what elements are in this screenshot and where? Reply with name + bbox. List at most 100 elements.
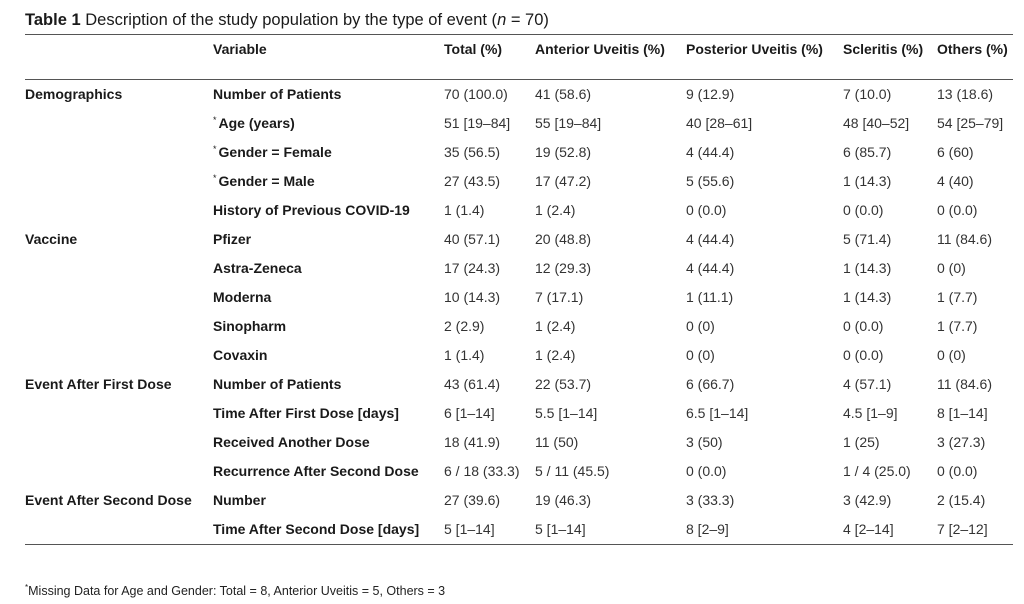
table-number: Table 1: [25, 11, 81, 29]
variable-label: Covaxin: [213, 347, 268, 363]
value-cell: 4 (44.4): [686, 231, 735, 247]
value-cell: 11 (84.6): [937, 376, 992, 392]
column-header-2: Total (%): [444, 41, 503, 57]
variable-cell: Moderna: [213, 283, 444, 312]
footnote-mark: *: [25, 583, 29, 592]
column-header-6: Others (%): [937, 41, 1008, 57]
variable-label: Gender = Female: [218, 144, 332, 160]
value-cell: 7 (17.1): [535, 289, 584, 305]
value-cell: 7 (10.0): [843, 86, 892, 102]
column-header-5: Scleritis (%): [843, 41, 924, 57]
table-row: Moderna 10 (14.3) 7 (17.1) 1 (11.1) 1 (14.3)…: [25, 283, 1013, 312]
value-cell: 8 [1–14]: [937, 405, 988, 421]
row-group-label: Event After First Dose: [25, 376, 172, 392]
value-cell: 70 (100.0): [444, 86, 508, 102]
variable-cell: Sinopharm: [213, 312, 444, 341]
value-cell: 0 (0): [686, 347, 715, 363]
value-cell: 0 (0.0): [843, 202, 884, 218]
variable-cell: * Age (years): [213, 109, 444, 138]
table-caption: Table 1 Description of the study populat…: [25, 10, 549, 30]
variable-cell: Time After Second Dose [days]: [213, 515, 444, 545]
value-cell: 1 / 4 (25.0): [843, 463, 911, 479]
table-container: Variable Total (%) Anterior Uveitis (%) Pos…: [25, 34, 1013, 545]
value-cell: 18 (41.9): [444, 434, 501, 450]
table-body: Demographics Number of Patients 70 (100.0)…: [25, 80, 1013, 545]
variable-label: Gender = Male: [218, 173, 315, 189]
value-cell: 55 [19–84]: [535, 115, 602, 131]
value-cell: 8 [2–9]: [686, 521, 729, 537]
value-cell: 0 (0.0): [937, 463, 978, 479]
value-cell: 5 [1–14]: [535, 521, 586, 537]
value-cell: 17 (24.3): [444, 260, 501, 276]
value-cell: 48 [40–52]: [843, 115, 910, 131]
variable-label: Astra-Zeneca: [213, 260, 302, 276]
table-header: Variable Total (%) Anterior Uveitis (%) Pos…: [25, 34, 1013, 80]
column-header-0: [25, 35, 213, 80]
table-row: * Age (years) 51 [19–84] 55 [19–84] 40 [28–6…: [25, 109, 1013, 138]
value-cell: 4 (44.4): [686, 260, 735, 276]
value-cell: 7 [2–12]: [937, 521, 988, 537]
value-cell: 0 (0): [686, 318, 715, 334]
value-cell: 51 [19–84]: [444, 115, 511, 131]
variable-label: Sinopharm: [213, 318, 287, 334]
value-cell: 1 (14.3): [843, 289, 892, 305]
row-group-label: Event After Second Dose: [25, 492, 192, 508]
value-cell: 40 [28–61]: [686, 115, 753, 131]
value-cell: 6 (85.7): [843, 144, 892, 160]
value-cell: 9 (12.9): [686, 86, 735, 102]
row-group-label: Demographics: [25, 86, 123, 102]
value-cell: 2 (2.9): [444, 318, 485, 334]
value-cell: 5 (55.6): [686, 173, 735, 189]
value-cell: 1 (14.3): [843, 173, 892, 189]
variable-label: Received Another Dose: [213, 434, 370, 450]
value-cell: 41 (58.6): [535, 86, 592, 102]
value-cell: 1 (11.1): [686, 289, 734, 305]
table-row: Received Another Dose 18 (41.9) 11 (50) 3 (…: [25, 428, 1013, 457]
value-cell: 0 (0.0): [843, 347, 884, 363]
value-cell: 0 (0.0): [843, 318, 884, 334]
value-cell: 0 (0.0): [686, 202, 727, 218]
caption-n-value: = 70): [506, 11, 549, 29]
variable-label: Number of Patients: [213, 86, 342, 102]
table-row: Vaccine Pfizer 40 (57.1) 20 (48.8) 4 (44.4) 5…: [25, 225, 1013, 254]
value-cell: 12 (29.3): [535, 260, 592, 276]
variable-label: Age (years): [218, 115, 295, 131]
table-footnote: *Missing Data for Age and Gender: Total …: [25, 580, 445, 599]
value-cell: 19 (46.3): [535, 492, 592, 508]
value-cell: 2 (15.4): [937, 492, 986, 508]
variable-cell: History of Previous COVID-19: [213, 196, 444, 225]
value-cell: 43 (61.4): [444, 376, 501, 392]
value-cell: 40 (57.1): [444, 231, 501, 247]
value-cell: 1 (7.7): [937, 318, 978, 334]
population-table: Variable Total (%) Anterior Uveitis (%) Pos…: [25, 34, 1013, 545]
variable-label: Number of Patients: [213, 376, 342, 392]
value-cell: 27 (39.6): [444, 492, 501, 508]
variable-cell: Pfizer: [213, 225, 444, 254]
value-cell: 17 (47.2): [535, 173, 592, 189]
value-cell: 1 (7.7): [937, 289, 978, 305]
variable-label: Number: [213, 492, 266, 508]
footnote-text: Missing Data for Age and Gender: Total =…: [28, 584, 446, 599]
variable-label: Recurrence After Second Dose: [213, 463, 419, 479]
variable-cell: Covaxin: [213, 341, 444, 370]
value-cell: 0 (0.0): [937, 202, 978, 218]
variable-label: Time After Second Dose [days]: [213, 521, 420, 537]
header-row: Variable Total (%) Anterior Uveitis (%) Pos…: [25, 34, 1013, 80]
value-cell: 0 (0): [937, 347, 966, 363]
variable-cell: Astra-Zeneca: [213, 254, 444, 283]
variable-cell: Number of Patients: [213, 80, 444, 110]
value-cell: 13 (18.6): [937, 86, 994, 102]
table-row: History of Previous COVID-19 1 (1.4) 1 (2.…: [25, 196, 1013, 225]
value-cell: 1 (1.4): [444, 347, 485, 363]
asterisk-mark: *: [213, 144, 217, 154]
column-header-3: Anterior Uveitis (%): [535, 41, 665, 57]
value-cell: 3 (27.3): [937, 434, 986, 450]
variable-label: Time After First Dose [days]: [213, 405, 399, 421]
table-row: Astra-Zeneca 17 (24.3) 12 (29.3) 4 (44.4) 1 …: [25, 254, 1013, 283]
value-cell: 1 (25): [843, 434, 880, 450]
value-cell: 11 (50): [535, 434, 579, 450]
variable-cell: * Gender = Male: [213, 167, 444, 196]
value-cell: 5.5 [1–14]: [535, 405, 598, 421]
table-row: Time After Second Dose [days] 5 [1–14] 5 […: [25, 515, 1013, 545]
value-cell: 6 [1–14]: [444, 405, 495, 421]
